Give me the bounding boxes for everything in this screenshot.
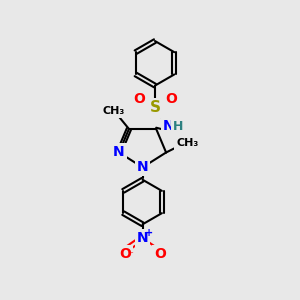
Text: S: S	[149, 100, 161, 116]
Text: +: +	[146, 229, 154, 238]
Text: N: N	[137, 160, 148, 174]
Text: O: O	[154, 247, 166, 261]
Text: N: N	[163, 119, 174, 134]
Text: ⁻: ⁻	[127, 250, 133, 260]
Text: H: H	[173, 120, 183, 133]
Text: CH₃: CH₃	[103, 106, 125, 116]
Text: CH₃: CH₃	[176, 138, 198, 148]
Text: O: O	[165, 92, 177, 106]
Text: N: N	[137, 231, 148, 245]
Text: O: O	[119, 247, 131, 261]
Text: O: O	[133, 92, 145, 106]
Text: N: N	[113, 146, 125, 160]
